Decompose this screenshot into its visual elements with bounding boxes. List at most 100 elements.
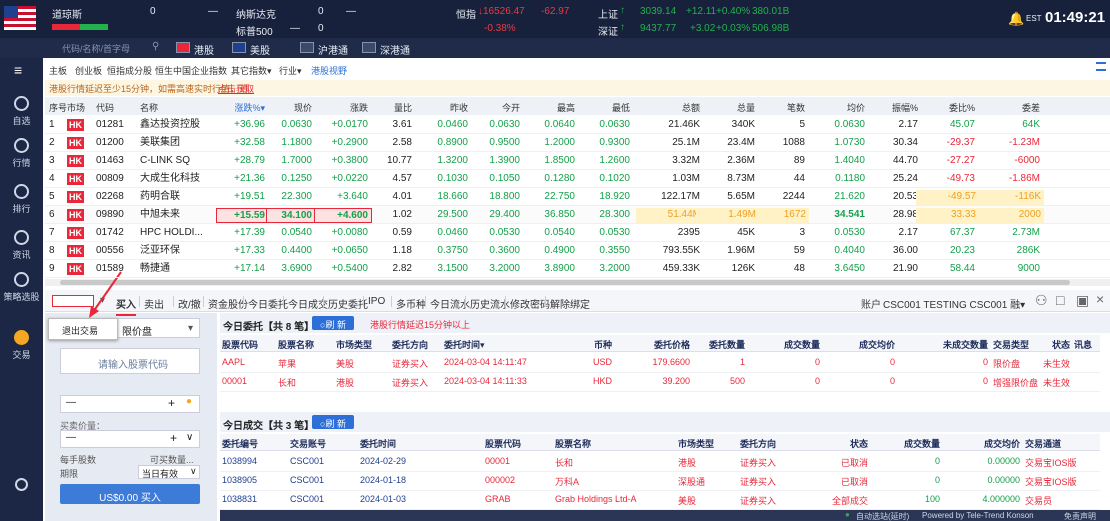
quote-row[interactable] (45, 242, 1110, 260)
column-header[interactable]: 振幅% (891, 103, 918, 113)
sidebar-label[interactable]: 资讯 (12, 250, 31, 260)
column-header[interactable]: 委托方向 (392, 340, 429, 350)
column-header[interactable]: 讯息 (1074, 340, 1093, 350)
price-input[interactable] (60, 395, 200, 413)
quote-row[interactable] (45, 224, 1110, 242)
column-header[interactable]: 股票名称 (555, 439, 592, 449)
column-header[interactable]: 成交均价 (858, 340, 895, 350)
subtab[interactable]: 其它指数▾ (231, 66, 272, 76)
minus[interactable]: — (66, 397, 76, 408)
column-header[interactable]: 总量 (736, 103, 755, 113)
column-header[interactable]: 委比% (948, 103, 975, 113)
column-header[interactable]: 交易通道 (1025, 439, 1062, 449)
column-header[interactable]: 代码 (96, 103, 115, 113)
column-header[interactable]: 股票代码 (485, 439, 522, 449)
subtab[interactable]: 港股视野 (311, 66, 348, 76)
column-header[interactable]: 委托编号 (222, 439, 259, 449)
column-header[interactable]: 交易账号 (290, 439, 327, 449)
grid-row[interactable] (220, 354, 1100, 373)
column-header[interactable]: 市场 (67, 103, 86, 113)
trade-tab[interactable]: 改/撤 (178, 300, 201, 311)
lock-icon[interactable]: □ (1056, 292, 1065, 308)
trade-tab[interactable]: 解除绑定 (550, 300, 590, 311)
column-header[interactable]: 委差 (1021, 103, 1040, 113)
market-tab[interactable]: 沪港通 (318, 46, 348, 57)
sidebar-label[interactable]: 行情 (12, 158, 31, 168)
caret[interactable]: ∨ (186, 432, 194, 443)
column-header[interactable]: 现价 (293, 103, 312, 113)
column-header[interactable]: 状态 (1051, 340, 1070, 350)
market-tab[interactable]: 港股 (194, 46, 214, 57)
trade-tab[interactable]: IPO (368, 296, 386, 307)
column-header[interactable]: 名称 (140, 103, 159, 113)
column-header[interactable]: 笔数 (786, 103, 805, 113)
sidebar-label[interactable]: 自选 (12, 116, 31, 126)
logo-dropdown[interactable]: ▾ (100, 295, 106, 306)
plus[interactable]: + (170, 431, 178, 445)
settings-icon[interactable] (15, 478, 28, 491)
exit-trade[interactable]: 退出交易 (62, 326, 99, 336)
search-input[interactable]: 代码/名称/首字母 (62, 44, 131, 54)
account-select[interactable]: CSC001 TESTING CSC001 融▾ (883, 300, 1026, 311)
grid-row[interactable] (220, 491, 1100, 510)
bell[interactable]: 🔔 (1008, 11, 1025, 26)
sidebar-label[interactable]: 交易 (12, 350, 31, 360)
column-header[interactable]: 成交数量 (903, 439, 940, 449)
subtab[interactable]: 创业板 (75, 66, 103, 76)
subtab[interactable]: 恒生中国企业指数 (155, 66, 228, 76)
trade-tab[interactable]: 今日流水 (430, 300, 470, 311)
trade-tab[interactable]: 今日委托 (248, 300, 288, 311)
sidebar-label[interactable]: 排行 (12, 204, 31, 214)
quote-row[interactable] (45, 188, 1110, 206)
column-header[interactable]: 股票名称 (278, 340, 315, 350)
column-header[interactable]: 今开 (501, 103, 520, 113)
trade-tab[interactable]: 今日成交 (288, 300, 328, 311)
sidebar-label[interactable]: 策略选股 (3, 292, 40, 302)
quote-row[interactable] (45, 116, 1110, 134)
column-header[interactable]: 量比 (393, 103, 412, 113)
column-header[interactable]: 股票代码 (222, 340, 259, 350)
notice-link[interactable]: 点击获取 (218, 84, 255, 94)
subtab[interactable]: 主板 (49, 66, 68, 76)
column-header[interactable]: 序号 (49, 103, 67, 113)
lock[interactable]: ● (186, 396, 193, 407)
column-header[interactable]: 成交数量 (783, 340, 820, 350)
window-icon[interactable]: ▣ (1076, 292, 1090, 308)
subtab[interactable]: 行业▾ (279, 66, 302, 76)
qty-input[interactable] (60, 430, 200, 448)
column-header[interactable]: 市场类型 (678, 439, 715, 449)
refresh-btn[interactable] (312, 415, 354, 429)
column-header[interactable]: 昨收 (449, 103, 468, 113)
column-header[interactable]: 委托时间▾ (444, 340, 485, 350)
minus[interactable]: — (66, 432, 76, 443)
buy-button[interactable] (60, 484, 200, 504)
column-header[interactable]: 未成交数量 (942, 340, 988, 350)
trade-tab[interactable]: 买入 (116, 296, 136, 316)
column-header[interactable]: 总额 (681, 103, 700, 113)
subtab[interactable]: 恒指成分股 (107, 66, 153, 76)
column-header[interactable]: 成交均价 (983, 439, 1020, 449)
grid-row[interactable] (220, 453, 1100, 472)
trade-tab[interactable]: 资金股份 (208, 300, 248, 311)
plus[interactable]: + (168, 396, 176, 410)
column-header[interactable]: 委托时间 (360, 439, 397, 449)
column-header[interactable]: 委托价格 (653, 340, 690, 350)
column-header[interactable]: 最高 (556, 103, 575, 113)
column-header[interactable]: 交易类型 (993, 340, 1030, 350)
column-header[interactable]: 均价 (846, 103, 865, 113)
column-header[interactable]: 币种 (593, 340, 612, 350)
column-header[interactable]: 委托方向 (740, 439, 777, 449)
column-header[interactable]: 状态 (849, 439, 868, 449)
term-select[interactable] (138, 465, 200, 479)
menu-icon[interactable]: ≡ (14, 62, 23, 78)
quote-row[interactable] (45, 260, 1110, 278)
refresh-btn[interactable] (312, 316, 354, 330)
code-input[interactable] (60, 348, 200, 374)
column-header[interactable]: 委托数量 (708, 340, 745, 350)
footer-disclaimer[interactable]: 免责声明 (1064, 512, 1096, 521)
trade-tab[interactable]: 多币种 (396, 300, 426, 311)
close-icon[interactable]: × (1096, 291, 1105, 307)
trade-tab[interactable]: 修改密码 (510, 300, 550, 311)
trade-tab[interactable]: 历史流水 (470, 300, 510, 311)
trade-tab[interactable]: 卖出 (144, 300, 164, 311)
